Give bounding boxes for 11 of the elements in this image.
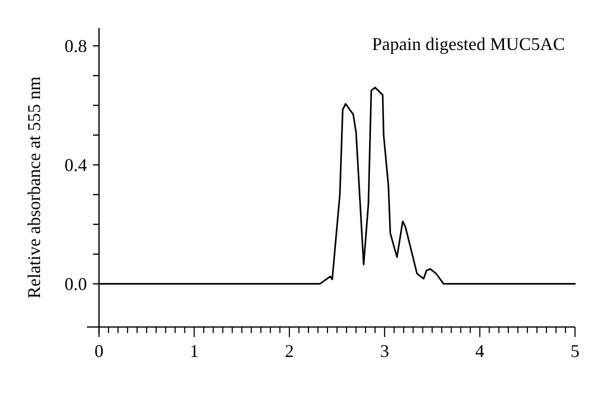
x-tick-label: 3: [380, 341, 390, 361]
y-tick-label: 0.8: [64, 36, 87, 56]
y-tick-label: 0.0: [64, 274, 87, 294]
x-tick-label: 1: [190, 341, 199, 361]
y-tick-label: 0.4: [64, 155, 87, 176]
annotation: Papain digested MUC5AC: [372, 34, 565, 54]
x-tick-label: 2: [284, 341, 294, 361]
x-tick-label: 5: [570, 341, 580, 361]
x-tick-label: 4: [475, 341, 484, 361]
x-tick-label: 0: [94, 341, 104, 361]
y-axis-title: Relative absorbance at 555 nm: [24, 76, 44, 298]
